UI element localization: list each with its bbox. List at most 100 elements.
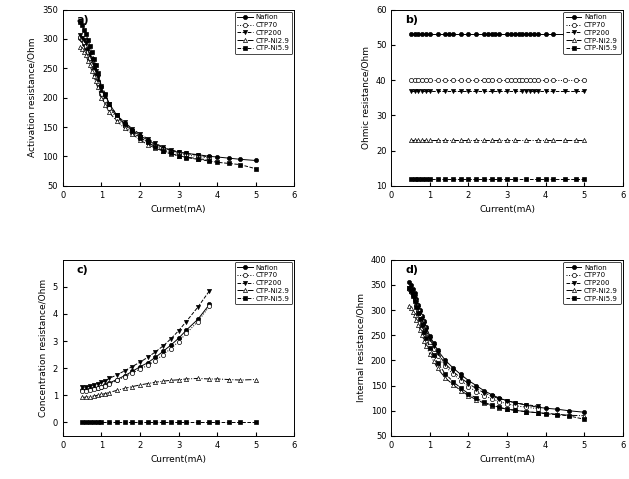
CTP-Ni2.9 (121, 125, 128, 131)
CTP-Ni2.9 (449, 137, 457, 143)
CTP-Ni5.9 (82, 31, 90, 37)
CTP-Ni2.9 (175, 377, 182, 383)
Nafion (144, 360, 152, 365)
CTP-Ni5.9 (503, 176, 511, 182)
Nafion (413, 296, 420, 302)
Nafion (581, 31, 588, 37)
CTP200 (407, 88, 415, 93)
CTP200 (79, 35, 86, 41)
CTP200 (519, 88, 526, 93)
CTP70 (159, 147, 167, 152)
Nafion (206, 153, 213, 159)
CTP200 (77, 33, 84, 38)
Nafion (561, 31, 569, 37)
CTP-Ni2.9 (79, 395, 86, 400)
Line: CTP-Ni5.9: CTP-Ni5.9 (407, 286, 586, 422)
Y-axis label: Activation resistance/Ohm: Activation resistance/Ohm (28, 38, 36, 158)
CTP-Ni2.9 (413, 317, 420, 323)
Nafion (581, 410, 588, 415)
CTP-Ni2.9 (422, 343, 430, 349)
CTP200 (144, 136, 152, 142)
Line: CTP-Ni5.9: CTP-Ni5.9 (78, 21, 258, 171)
Nafion (434, 347, 442, 353)
CTP-Ni2.9 (82, 53, 90, 58)
CTP-Ni2.9 (565, 412, 572, 418)
CTP-Ni5.9 (550, 176, 557, 182)
Nafion (565, 408, 572, 413)
CTP70 (442, 77, 449, 83)
CTP-Ni2.9 (496, 137, 503, 143)
CTP200 (90, 382, 97, 388)
CTP200 (430, 343, 438, 349)
Nafion (113, 376, 121, 382)
CTP-Ni5.9 (407, 288, 415, 294)
CTP200 (472, 386, 480, 391)
CTP-Ni5.9 (511, 407, 518, 413)
CTP200 (449, 88, 457, 93)
CTP70 (121, 374, 128, 380)
CTP70 (507, 77, 515, 83)
CTP70 (442, 364, 449, 369)
CTP-Ni2.9 (136, 382, 144, 388)
CTP200 (415, 88, 422, 93)
Nafion (503, 31, 511, 37)
Nafion (418, 31, 426, 37)
CTP70 (484, 77, 491, 83)
Nafion (422, 324, 430, 330)
CTP200 (182, 150, 190, 156)
CTP-Ni2.9 (434, 365, 442, 371)
CTP-Ni5.9 (554, 412, 561, 418)
Nafion (465, 377, 472, 383)
CTP-Ni2.9 (457, 137, 465, 143)
CTP70 (426, 340, 434, 345)
CTP-Ni2.9 (97, 95, 105, 101)
CTP70 (97, 384, 105, 390)
CTP-Ni2.9 (206, 376, 213, 382)
CTP-Ni2.9 (128, 131, 136, 137)
CTP70 (113, 377, 121, 383)
CTP-Ni2.9 (167, 151, 175, 157)
Nafion (542, 405, 549, 411)
X-axis label: Curmet(mA): Curmet(mA) (151, 205, 206, 214)
Nafion (81, 41, 88, 46)
CTP200 (175, 328, 182, 333)
Nafion (225, 155, 233, 161)
CTP-Ni2.9 (411, 312, 418, 318)
Nafion (449, 31, 457, 37)
CTP70 (523, 77, 530, 83)
Nafion (416, 307, 424, 313)
Nafion (442, 31, 449, 37)
Nafion (496, 395, 503, 401)
CTP-Ni5.9 (523, 409, 530, 415)
CTP-Ni2.9 (92, 79, 99, 84)
CTP70 (480, 393, 487, 399)
CTP70 (526, 77, 534, 83)
CTP70 (409, 293, 416, 298)
CTP200 (449, 369, 457, 375)
CTP200 (413, 300, 420, 306)
CTP70 (496, 77, 503, 83)
CTP-Ni5.9 (106, 101, 113, 106)
CTP200 (503, 398, 511, 403)
CTP70 (152, 143, 159, 148)
Nafion (534, 404, 542, 410)
CTP-Ni2.9 (422, 137, 430, 143)
CTP-Ni2.9 (581, 413, 588, 419)
CTP-Ni5.9 (472, 176, 480, 182)
X-axis label: Current(mA): Current(mA) (479, 456, 535, 464)
CTP200 (465, 381, 472, 387)
CTP-Ni5.9 (128, 128, 136, 134)
CTP-Ni2.9 (175, 153, 182, 159)
CTP-Ni2.9 (194, 156, 202, 161)
CTP-Ni2.9 (136, 137, 144, 143)
CTP200 (167, 147, 175, 153)
CTP70 (407, 77, 415, 83)
Nafion (530, 31, 538, 37)
Nafion (82, 387, 90, 393)
CTP70 (175, 339, 182, 344)
CTP-Ni2.9 (550, 137, 557, 143)
CTP200 (480, 88, 487, 93)
CTP70 (86, 55, 94, 61)
CTP-Ni5.9 (225, 160, 233, 166)
CTP-Ni5.9 (128, 420, 136, 425)
